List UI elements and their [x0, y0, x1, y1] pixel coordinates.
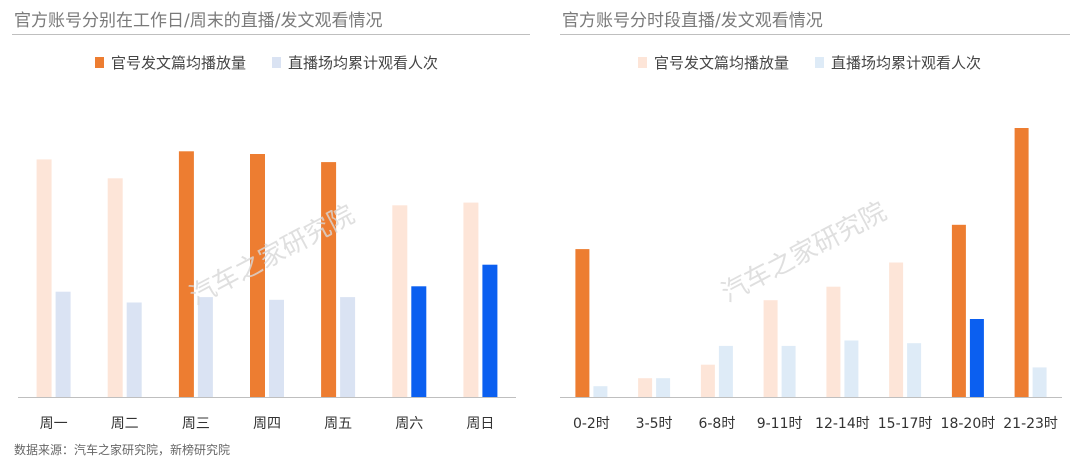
left-bar-views-3 — [250, 154, 265, 397]
left-x-tick-label: 周二 — [111, 416, 139, 432]
right-bar-views-3 — [763, 300, 778, 397]
right-x-tick-label: 9-11时 — [757, 416, 803, 432]
left-legend-item-live: 直播场均累计观看人次 — [272, 52, 438, 73]
right-legend-swatch-views — [638, 57, 647, 68]
left-bar-live-2 — [197, 297, 213, 397]
right-x-tick-label: 0-2时 — [573, 416, 610, 432]
left-legend-label-live: 直播场均累计观看人次 — [288, 54, 439, 72]
source-note: 数据来源：汽车之家研究院，新榜研究院 — [14, 443, 231, 457]
left-bar-views-0 — [36, 159, 52, 397]
left-x-tick-label: 周日 — [466, 416, 494, 432]
right-bar-live-5 — [907, 343, 922, 397]
left-x-tick-label: 周六 — [395, 416, 423, 432]
right-bar-views-2 — [700, 364, 715, 397]
right-legend-label-live: 直播场均累计观看人次 — [831, 54, 982, 72]
left-x-tick-label: 周一 — [40, 416, 68, 432]
left-bar-views-5 — [392, 205, 408, 397]
right-x-tick-label: 3-5时 — [636, 416, 673, 432]
left-x-tick-label: 周五 — [324, 416, 352, 432]
left-bar-live-4 — [340, 297, 356, 397]
left-bar-live-0 — [55, 291, 71, 397]
right-legend: 官号发文篇均播放量 直播场均累计观看人次 — [638, 52, 1007, 73]
left-chart-title: 官方账号分别在工作日/周末的直播/发文观看情况 — [14, 11, 383, 31]
right-x-tick-label: 21-23时 — [1003, 416, 1058, 432]
right-bar-views-5 — [889, 262, 904, 397]
right-legend-swatch-live — [815, 57, 825, 68]
right-chart-title: 官方账号分时段直播/发文观看情况 — [562, 11, 823, 31]
right-bar-live-6 — [969, 319, 984, 397]
right-x-tick-label: 18-20时 — [941, 416, 996, 432]
right-bar-views-0 — [575, 249, 590, 397]
left-bar-live-5 — [411, 286, 427, 397]
right-title-divider — [560, 34, 1070, 35]
right-bar-live-4 — [844, 340, 859, 397]
right-legend-label-views: 官号发文篇均播放量 — [654, 54, 790, 72]
right-legend-item-live: 直播场均累计观看人次 — [815, 52, 981, 73]
left-legend-item-views: 官号发文篇均播放量 — [95, 52, 246, 73]
right-bar-views-1 — [638, 378, 653, 397]
right-bar-views-7 — [1014, 128, 1029, 397]
left-x-tick-label: 周四 — [253, 416, 281, 432]
left-x-tick-label: 周三 — [182, 416, 210, 432]
right-x-tick-label: 15-17时 — [878, 416, 933, 432]
right-x-tick-label: 6-8时 — [698, 416, 735, 432]
left-bar-views-6 — [463, 202, 479, 397]
right-bar-live-2 — [718, 345, 733, 397]
left-bar-views-1 — [107, 178, 123, 397]
left-title-divider — [12, 34, 530, 35]
left-legend-swatch-views — [95, 57, 104, 68]
left-bar-views-4 — [321, 162, 337, 397]
right-bar-live-7 — [1032, 367, 1047, 397]
right-bar-live-1 — [656, 378, 671, 397]
left-legend-label-views: 官号发文篇均播放量 — [111, 54, 247, 72]
left-legend-swatch-live — [272, 57, 282, 68]
right-bar-live-0 — [593, 386, 608, 397]
right-legend-item-views: 官号发文篇均播放量 — [638, 52, 789, 73]
right-x-tick-label: 12-14时 — [815, 416, 870, 432]
left-bar-live-1 — [126, 302, 142, 397]
left-bar-views-2 — [178, 151, 194, 397]
left-bar-live-3 — [269, 299, 284, 397]
right-bar-views-6 — [951, 224, 966, 397]
left-bar-live-6 — [482, 264, 498, 397]
right-bar-live-3 — [781, 345, 796, 397]
left-legend: 官号发文篇均播放量 直播场均累计观看人次 — [95, 52, 464, 73]
right-bar-views-4 — [826, 286, 841, 397]
